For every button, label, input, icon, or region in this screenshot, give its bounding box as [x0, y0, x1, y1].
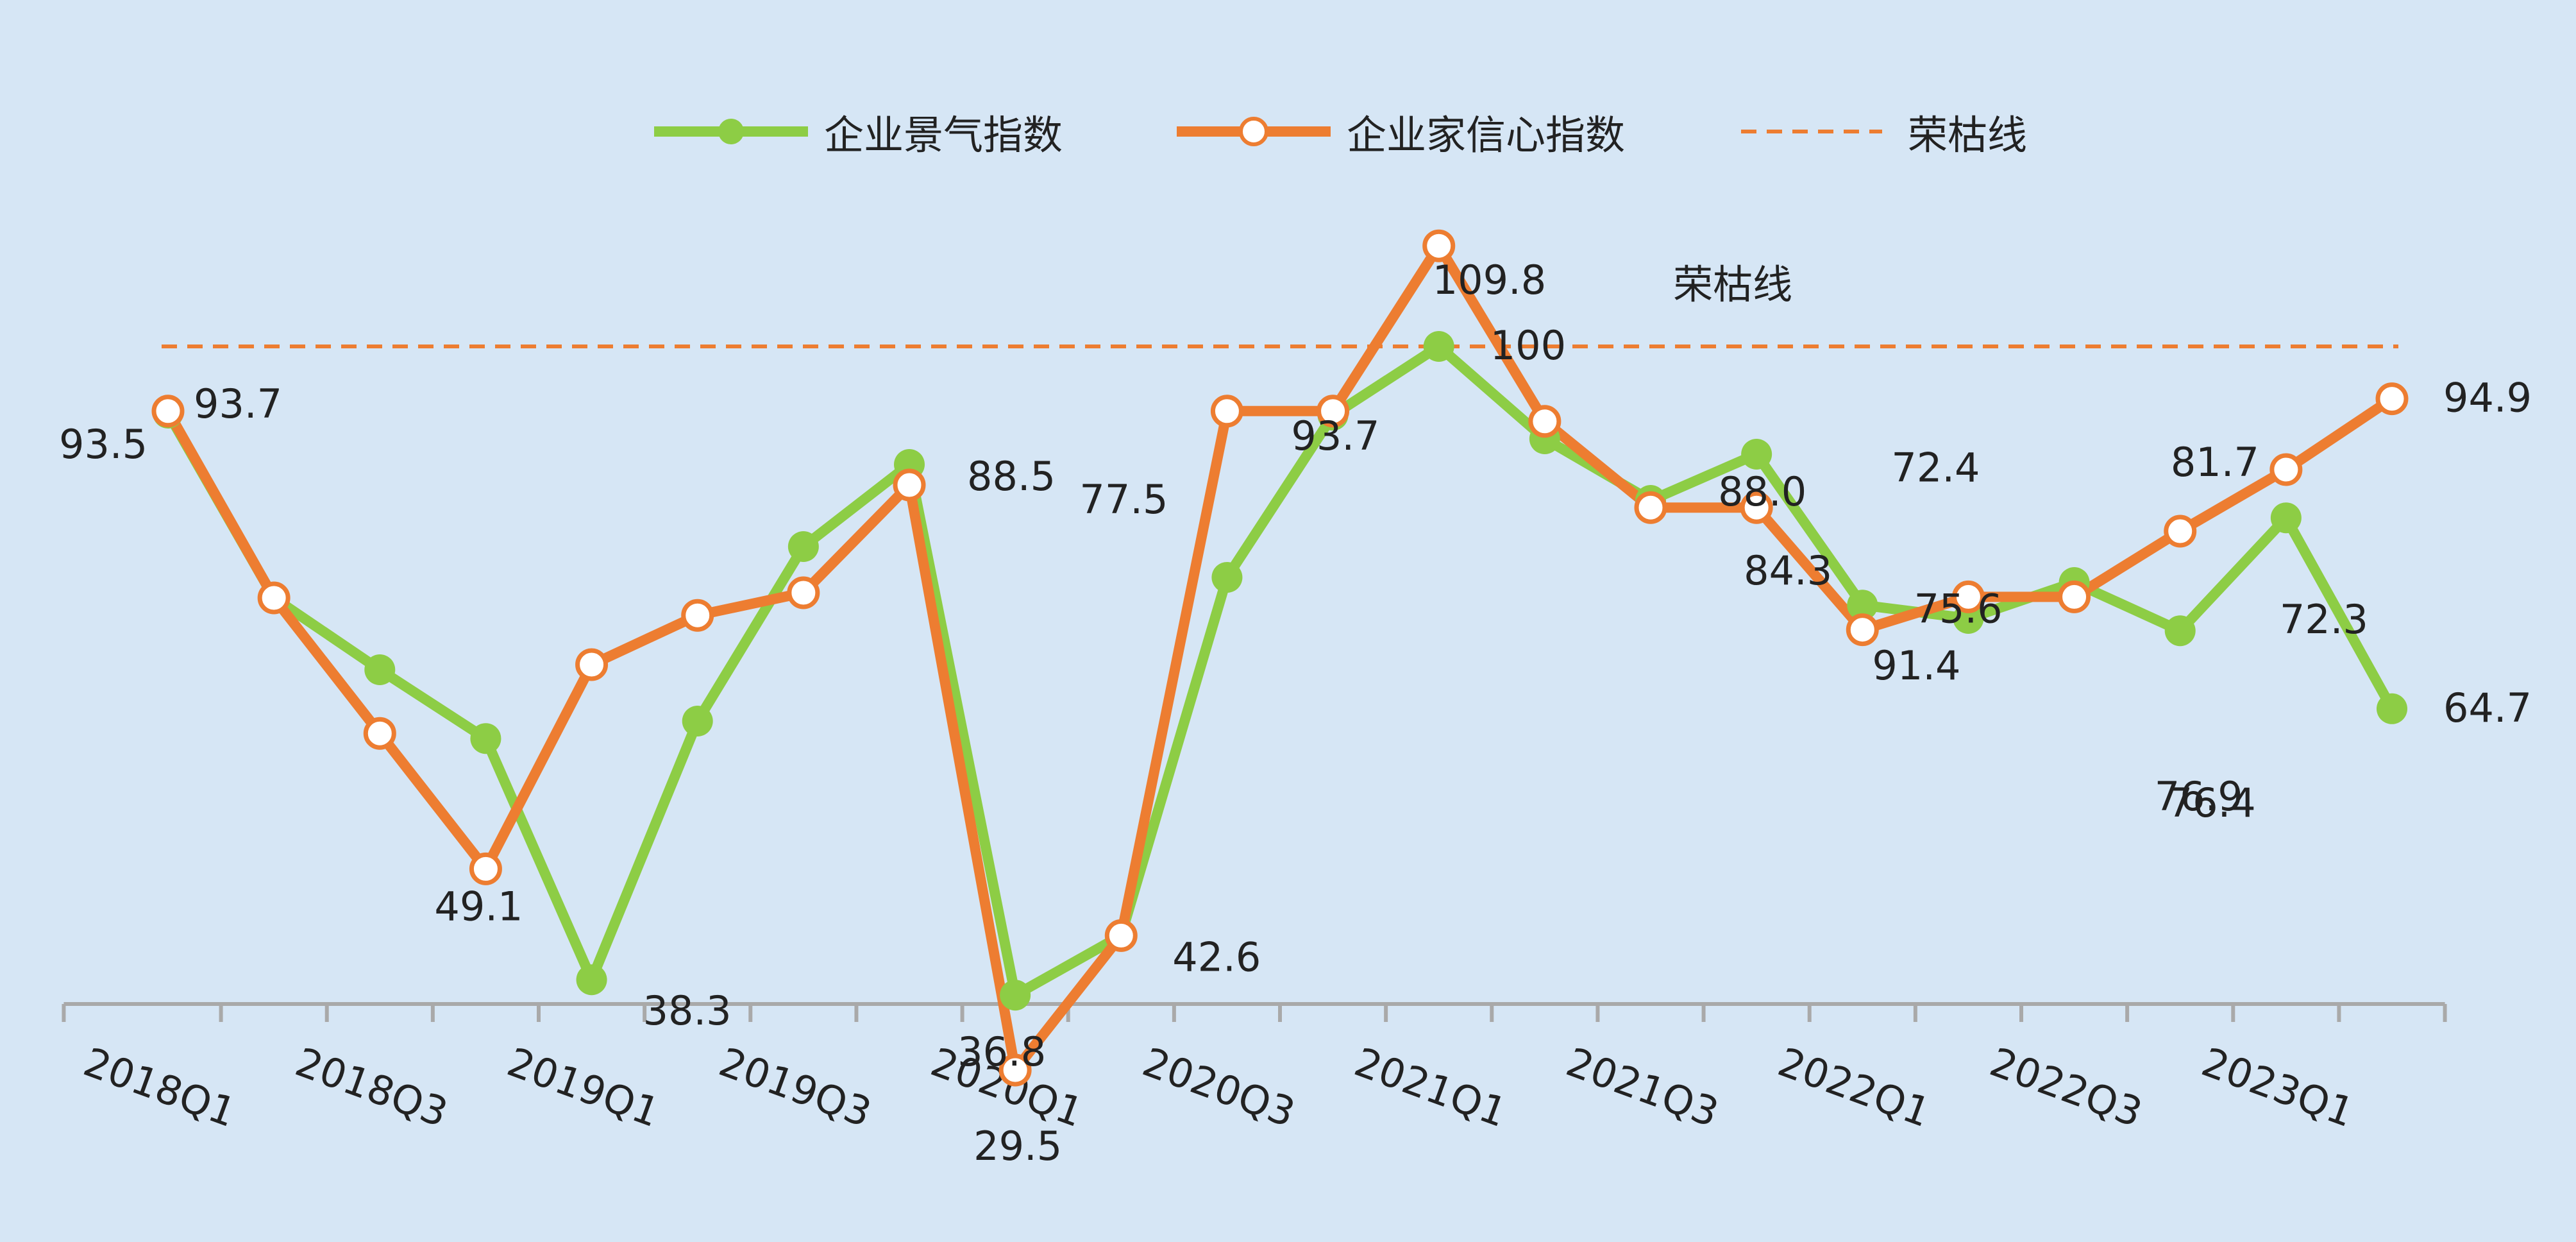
business-index-point[interactable] [1000, 980, 1031, 1011]
series-layer [151, 229, 2409, 1087]
confidence-index-point[interactable] [363, 717, 396, 750]
confidence-index-point[interactable] [681, 599, 714, 632]
confidence-index-point[interactable] [1740, 491, 1773, 524]
confidence-index-point[interactable] [2164, 515, 2197, 548]
legend-item-business-index[interactable]: 企业景气指数 [654, 112, 1063, 158]
data-label: 93.7 [194, 380, 282, 427]
confidence-index-point[interactable] [893, 468, 926, 502]
data-label: 91.4 [1872, 642, 1960, 689]
data-label: 36.8 [957, 1028, 1046, 1075]
confidence-index-point[interactable] [1951, 580, 1985, 613]
confidence-index-point[interactable] [151, 395, 185, 428]
legend-label-confidence-index: 企业家信心指数 [1347, 112, 1625, 158]
legend-item-confidence-index[interactable]: 企业家信心指数 [1177, 112, 1625, 158]
business-index-point[interactable] [1847, 590, 1878, 621]
data-label: 75.6 [1914, 585, 2003, 632]
data-label: 84.3 [1744, 547, 1832, 594]
data-label: 88.0 [1718, 468, 1806, 515]
legend-item-boom-bust-line[interactable]: 荣枯线 [1741, 112, 2027, 158]
business-index-point[interactable] [576, 964, 607, 996]
business-index-point[interactable] [1423, 331, 1454, 362]
confidence-index-point[interactable] [1846, 613, 1879, 647]
confidence-index-point[interactable] [2058, 580, 2091, 613]
data-label-layer: 93.5 93.7 49.1 38.3 88.5 36.8 29.5 42.6 93.7 77.5… [59, 257, 2532, 1170]
confidence-index-point[interactable] [1634, 491, 1667, 524]
data-label: 77.5 [1079, 476, 1168, 523]
data-label: 76.9 [2155, 773, 2243, 820]
legend-marker-business-index [718, 119, 744, 144]
legend-marker-confidence-index [1239, 117, 1268, 146]
business-index-point[interactable] [2270, 502, 2302, 534]
data-label: 72.4 [1891, 444, 1980, 491]
confidence-index-point[interactable] [257, 581, 290, 615]
confidence-index-point[interactable] [787, 576, 820, 609]
business-index-point[interactable] [682, 706, 713, 736]
data-label: 109.8 [1433, 257, 1547, 303]
data-label: 88.5 [967, 453, 1056, 500]
data-label: 38.3 [643, 987, 732, 1034]
business-index-point[interactable] [787, 531, 819, 562]
data-label: 29.5 [973, 1123, 1062, 1170]
boom-bust-line-label: 荣枯线 [1673, 261, 1792, 308]
confidence-index-line [163, 241, 2397, 1075]
business-index-point[interactable] [2377, 693, 2407, 724]
confidence-index-point[interactable] [575, 648, 609, 681]
data-label: 93.7 [1291, 413, 1379, 459]
data-label: 93.5 [59, 421, 147, 468]
legend-label-boom-bust-line: 荣枯线 [1908, 112, 2027, 158]
data-label: 42.6 [1172, 933, 1261, 980]
business-index-point[interactable] [470, 723, 501, 754]
confidence-index-point[interactable] [469, 852, 502, 885]
confidence-index-point[interactable] [1528, 405, 1562, 438]
data-label: 64.7 [2443, 685, 2532, 731]
business-index-point[interactable] [364, 654, 396, 685]
data-label: 94.9 [2443, 375, 2532, 421]
business-index-point[interactable] [2164, 615, 2196, 647]
data-label: 100 [1490, 322, 1566, 369]
confidence-index-point[interactable] [2269, 453, 2303, 486]
x-axis-ticks [62, 1004, 2447, 1022]
data-label: 49.1 [434, 883, 523, 930]
legend-label-business-index: 企业景气指数 [824, 112, 1063, 158]
business-index-point[interactable] [1741, 439, 1772, 470]
confidence-index-point[interactable] [2375, 382, 2409, 416]
business-index-point[interactable] [1211, 562, 1243, 593]
confidence-index-point[interactable] [1104, 919, 1138, 952]
confidence-index-point[interactable] [1317, 395, 1350, 428]
confidence-index-point[interactable] [998, 1053, 1032, 1087]
data-label: 81.7 [2171, 439, 2259, 486]
data-label: 72.3 [2280, 596, 2368, 643]
confidence-index-point[interactable] [1210, 395, 1243, 428]
legend: 企业景气指数 企业家信心指数 荣枯线 [654, 112, 2027, 158]
data-label: 76.4 [2168, 779, 2256, 826]
confidence-index-point[interactable] [1422, 229, 1456, 262]
